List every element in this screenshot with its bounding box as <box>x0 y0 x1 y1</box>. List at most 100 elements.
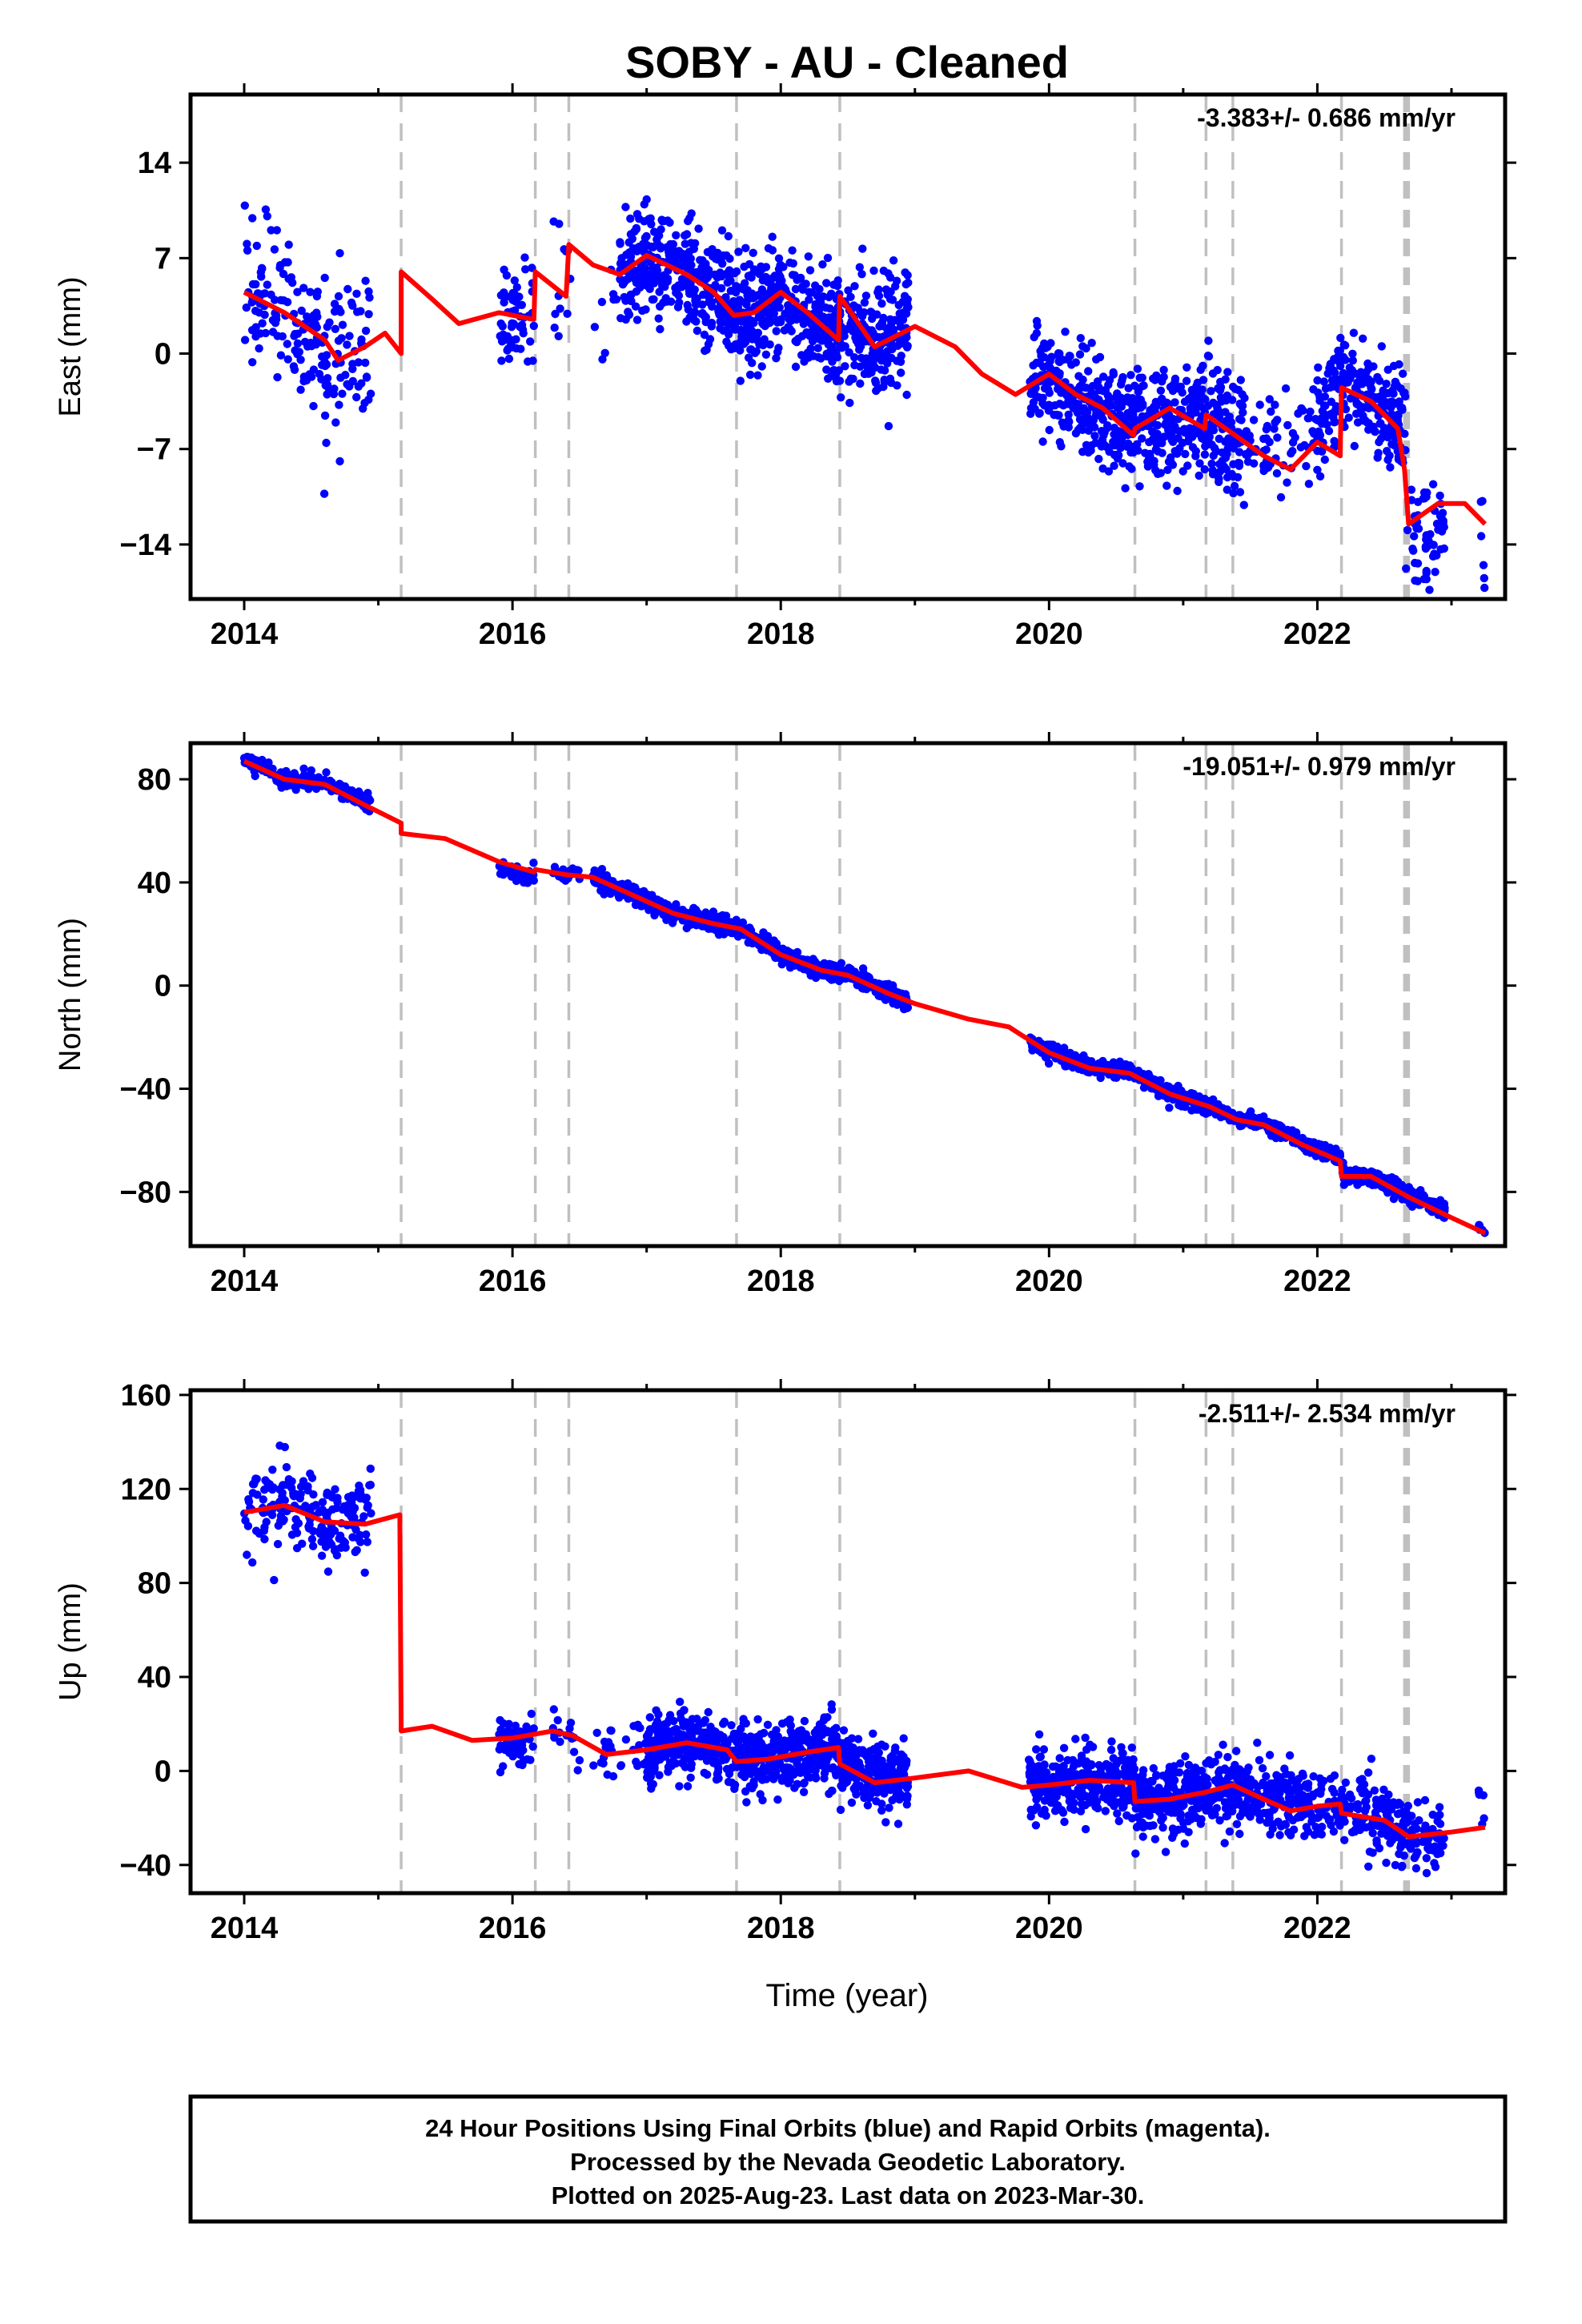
east-data-point <box>879 313 888 323</box>
north-data-point <box>1404 1183 1413 1192</box>
east-data-point <box>1265 395 1275 404</box>
east-data-point <box>283 355 292 364</box>
east-data-point <box>334 336 343 345</box>
east-data-point <box>656 324 665 334</box>
east-data-point <box>891 282 900 291</box>
east-data-point <box>677 275 687 283</box>
east-data-point <box>805 296 813 304</box>
east-data-point <box>1163 465 1172 474</box>
east-data-point <box>1217 397 1226 406</box>
east-data-point <box>1313 376 1322 385</box>
east-data-point <box>1183 461 1192 470</box>
east-data-point <box>1237 416 1246 424</box>
up-data-point <box>273 1539 283 1549</box>
east-data-point <box>788 271 797 279</box>
east-data-point <box>1094 383 1103 392</box>
east-data-point <box>284 275 293 283</box>
north-data-point <box>1356 1177 1366 1187</box>
east-data-point <box>1029 398 1038 407</box>
east-data-point <box>626 290 635 300</box>
east-data-point <box>1262 424 1271 434</box>
east-data-point <box>517 320 527 329</box>
east-data-point <box>774 344 783 352</box>
east-data-point <box>497 356 506 365</box>
east-data-point <box>724 231 733 241</box>
north-data-point <box>252 756 261 765</box>
north-data-point <box>829 975 839 984</box>
east-data-point <box>846 292 855 301</box>
east-data-point <box>1113 389 1122 398</box>
east-data-point <box>739 340 749 348</box>
east-data-point <box>638 306 647 316</box>
east-data-point <box>1225 412 1235 421</box>
east-data-point <box>361 276 370 285</box>
east-data-point <box>779 263 788 271</box>
east-data-point <box>1134 446 1142 455</box>
east-data-point <box>1030 390 1039 400</box>
east-data-point <box>1386 463 1395 472</box>
north-data-point <box>550 862 560 871</box>
east-data-point <box>873 287 882 297</box>
east-points <box>240 195 1489 594</box>
east-data-point <box>1245 431 1255 440</box>
east-data-point <box>1097 442 1106 451</box>
up-data-point <box>291 1522 300 1532</box>
east-data-point <box>1184 394 1194 404</box>
east-data-point <box>1373 453 1382 462</box>
east-data-point <box>765 340 774 349</box>
east-data-point <box>330 384 339 393</box>
east-data-point <box>693 267 703 277</box>
east-data-point <box>318 360 327 369</box>
up-data-point <box>353 1534 363 1542</box>
up-data-point <box>635 1741 644 1750</box>
up-data-point <box>321 1533 331 1542</box>
east-data-point <box>730 269 739 278</box>
east-data-point <box>672 231 681 239</box>
east-data-point <box>1239 501 1249 509</box>
up-data-point <box>362 1530 371 1539</box>
north-y-tick-label: 40 <box>138 866 171 900</box>
up-data-point <box>508 1728 517 1737</box>
east-y-tick-label: −7 <box>137 433 171 467</box>
up-data-point <box>328 1525 337 1534</box>
up-data-point <box>317 1551 327 1560</box>
north-data-point <box>833 963 843 972</box>
up-data-point <box>248 1558 257 1567</box>
east-data-point <box>654 314 663 323</box>
east-data-point <box>1402 564 1411 573</box>
east-data-point <box>240 336 250 344</box>
up-data-point <box>676 1697 685 1707</box>
east-data-point <box>366 389 375 398</box>
east-data-point <box>645 271 654 280</box>
east-data-point <box>826 353 835 362</box>
east-data-point <box>556 304 564 313</box>
east-data-point <box>1143 457 1152 466</box>
east-data-point <box>1395 360 1403 369</box>
east-data-point <box>361 326 371 336</box>
east-data-point <box>692 300 701 309</box>
east-data-point <box>861 292 871 300</box>
east-data-point <box>1320 455 1330 464</box>
east-data-point <box>296 356 305 364</box>
up-data-point <box>311 1501 320 1510</box>
east-data-point <box>800 357 809 366</box>
east-data-point <box>323 390 331 399</box>
east-data-point <box>1162 481 1171 490</box>
east-y-tick-label: 0 <box>155 338 171 372</box>
east-data-point <box>1383 456 1392 464</box>
east-data-point <box>354 358 363 367</box>
east-data-point <box>1178 467 1187 476</box>
east-data-point <box>1319 377 1329 386</box>
east-data-point <box>1271 400 1279 409</box>
east-data-point <box>1383 365 1392 374</box>
east-data-point <box>1249 416 1259 424</box>
east-data-point <box>740 262 749 271</box>
east-data-point <box>1121 396 1130 406</box>
east-data-point <box>757 262 765 271</box>
east-data-point <box>761 350 771 359</box>
east-data-point <box>1105 376 1114 384</box>
east-data-point <box>631 275 640 284</box>
up-data-point <box>527 1709 536 1719</box>
east-data-point <box>283 298 292 307</box>
east-data-point <box>666 239 675 249</box>
